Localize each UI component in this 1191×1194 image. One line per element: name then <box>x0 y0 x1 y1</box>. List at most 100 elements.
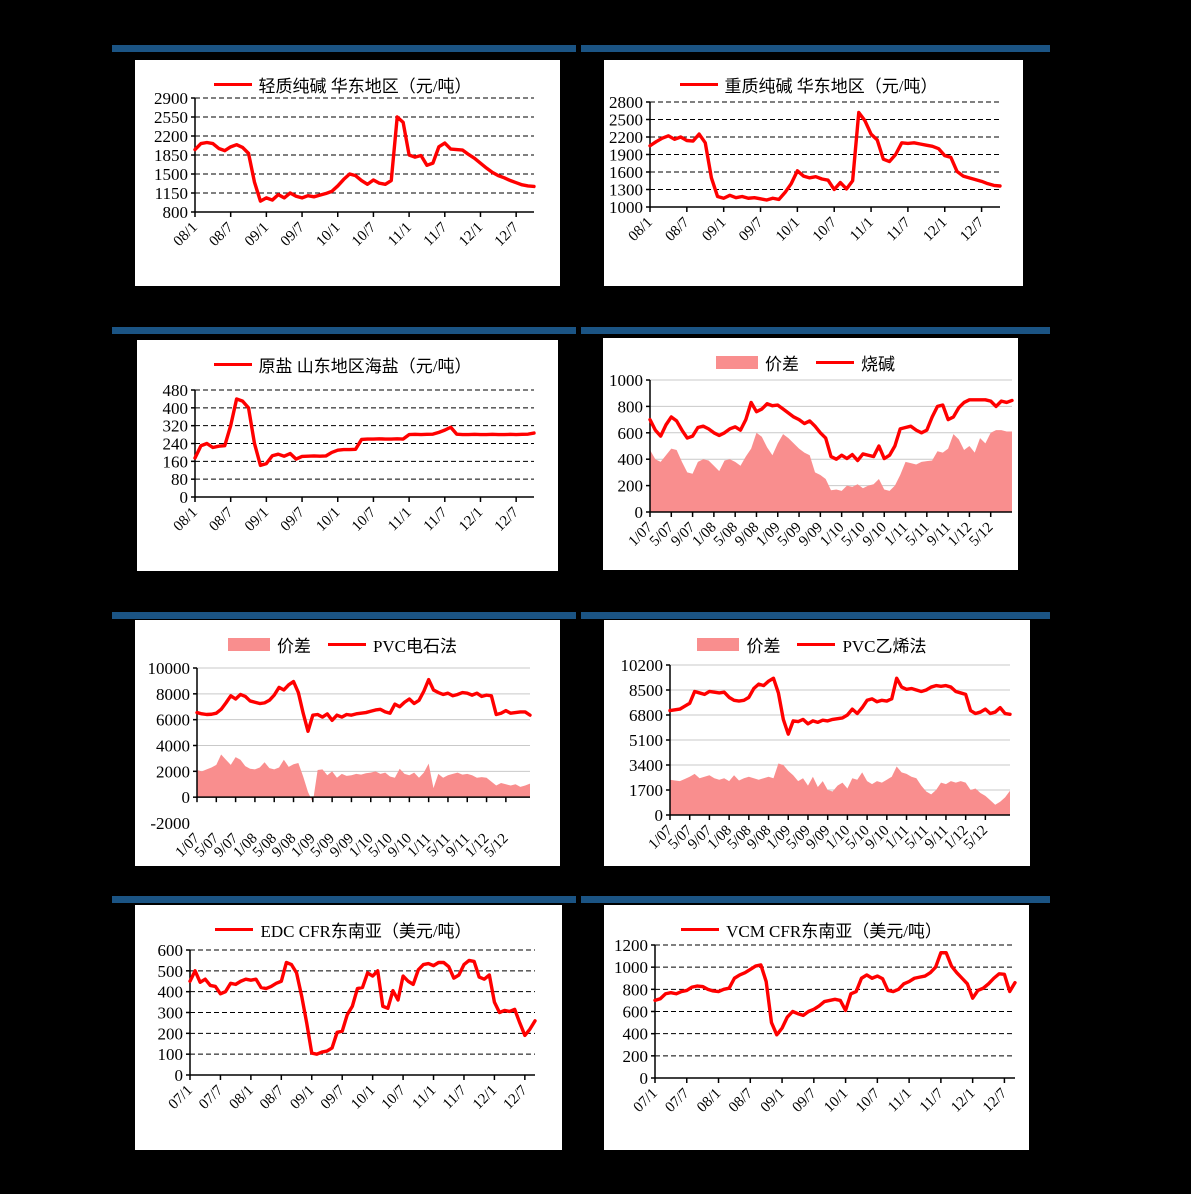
y-axis-tick-label: 0 <box>635 503 644 522</box>
chart-panel-1: 轻质纯碱 华东地区（元/吨） 800 1150 1500 1850 2200 2550 290… <box>135 60 560 286</box>
y-axis-tick-label: 600 <box>158 941 184 960</box>
chart-panel-2: 重质纯碱 华东地区（元/吨） 1000 1300 1600 1900 2200 2500 28… <box>604 60 1023 286</box>
x-axis-tick-label: 09/7 <box>318 1082 349 1113</box>
y-axis-tick-label: 800 <box>163 203 189 222</box>
x-axis-tick-label: 08/1 <box>227 1083 257 1113</box>
section-divider-bar <box>581 327 1050 334</box>
x-axis-tick-label: 09/7 <box>278 504 309 535</box>
x-axis-tick-label: 5/12 <box>961 823 991 853</box>
y-axis-tick-label: 1850 <box>154 146 188 165</box>
line-legend-swatch <box>327 643 366 646</box>
x-axis-tick-label: 11/7 <box>917 1085 947 1115</box>
x-axis-tick-label: 11/7 <box>421 219 451 249</box>
y-axis-tick-label: 1200 <box>614 936 648 955</box>
area-legend-swatch <box>716 356 758 369</box>
x-axis-tick-label: 10/7 <box>853 1085 884 1116</box>
x-axis-tick-label: 09/7 <box>278 219 309 250</box>
y-axis-tick-label: 4000 <box>156 737 190 756</box>
line-legend-swatch <box>816 361 854 364</box>
x-axis-tick-label: 08/7 <box>257 1082 288 1113</box>
x-axis-tick-label: 12/1 <box>456 505 486 535</box>
line-legend-swatch <box>213 363 252 366</box>
y-axis-tick-label: 1000 <box>609 198 643 217</box>
line-series <box>193 115 536 203</box>
chart-legend: 价差 PVC电石法 <box>135 632 560 657</box>
y-axis-tick-label: 8500 <box>629 681 663 700</box>
x-axis-tick-label: 11/1 <box>385 505 415 535</box>
legend-label: 轻质纯碱 华东地区（元/吨） <box>258 77 472 96</box>
line-legend-swatch <box>215 928 254 931</box>
x-axis-tick-label: 09/1 <box>242 505 272 535</box>
x-axis-tick-label: 09/1 <box>758 1086 788 1116</box>
y-axis-tick-label: 1150 <box>155 184 188 203</box>
section-divider-bar <box>581 45 1050 52</box>
x-axis-tick-label: 12/7 <box>957 214 988 245</box>
x-axis-tick-label: 08/7 <box>726 1085 757 1116</box>
x-axis-tick-label: 07/1 <box>631 1086 661 1116</box>
x-axis-tick-label: 10/1 <box>313 505 343 535</box>
y-axis-tick-label: 1600 <box>609 163 643 182</box>
legend-label: 价差 <box>276 637 311 656</box>
y-axis-tick-label: 100 <box>158 1045 184 1064</box>
chart-legend: 原盐 山东地区海盐（元/吨） <box>137 352 558 377</box>
x-axis-tick-label: 10/7 <box>349 504 380 535</box>
x-axis-tick-label: 10/1 <box>773 215 803 245</box>
chart-canvas: 020040060080010001/075/079/071/085/089/0… <box>609 371 1014 550</box>
line-series <box>648 110 1002 202</box>
x-axis-tick-label: 5/12 <box>482 831 512 861</box>
x-axis-tick-label: 09/7 <box>736 214 767 245</box>
chart-panel-3: 原盐 山东地区海盐（元/吨） 0 80 160 240 320 400 480 08/1 08/7… <box>137 340 558 571</box>
y-axis-tick-label: 1000 <box>614 958 648 977</box>
x-axis-tick-label: 11/1 <box>847 215 877 245</box>
chart-legend: EDC CFR东南亚（美元/吨） <box>135 917 562 942</box>
y-axis-tick-label: 6800 <box>629 706 663 725</box>
y-axis-tick-label: 0 <box>182 788 191 807</box>
y-axis-tick-label: 0 <box>655 806 664 825</box>
x-axis-tick-label: 5/12 <box>966 520 996 550</box>
area-series <box>650 430 1012 512</box>
line-series <box>668 676 1012 736</box>
x-axis-tick-label: 10/7 <box>810 214 841 245</box>
x-axis-tick-label: 08/7 <box>662 214 693 245</box>
y-axis-tick-label: 160 <box>163 452 189 471</box>
area-legend-swatch <box>227 638 270 651</box>
y-axis-tick-label: 10000 <box>148 659 191 678</box>
y-axis-tick-label: 0 <box>180 488 189 507</box>
y-axis-tick-label: 500 <box>158 962 184 981</box>
chart-legend: 价差 PVC乙烯法 <box>604 632 1030 657</box>
y-axis-tick-label: 400 <box>623 1025 649 1044</box>
y-axis-tick-label: 200 <box>623 1047 649 1066</box>
chart-panel-7: EDC CFR东南亚（美元/吨） 0 100 200 300 400 500 600 07/1 0… <box>135 905 562 1150</box>
y-axis-tick-label: 200 <box>618 477 644 496</box>
x-axis-tick-label: 11/1 <box>885 1086 915 1116</box>
y-axis-tick-label: 6000 <box>156 711 190 730</box>
x-axis-tick-label: 11/7 <box>421 504 451 534</box>
x-axis-tick-label: 07/7 <box>662 1085 693 1116</box>
y-axis-tick-label: 80 <box>171 470 188 489</box>
legend-label: 烧碱 <box>861 355 895 374</box>
y-axis-tick-label: 480 <box>163 381 189 400</box>
legend-label: VCM CFR东南亚（美元/吨） <box>726 922 942 941</box>
y-axis-tick-label: 600 <box>623 1003 649 1022</box>
y-axis-tick-label: 800 <box>623 980 649 999</box>
y-axis-tick-label: 2000 <box>156 762 190 781</box>
x-axis-tick-label: 09/1 <box>287 1083 317 1113</box>
chart-legend: 重质纯碱 华东地区（元/吨） <box>604 72 1023 97</box>
x-axis-tick-label: 08/7 <box>206 219 237 250</box>
y-axis-tick-label: 1900 <box>609 146 643 165</box>
y-axis-tick-label: 300 <box>158 1004 184 1023</box>
legend-label: 价差 <box>746 637 781 656</box>
y-axis-tick-label: 1300 <box>609 181 643 200</box>
chart-panel-8: VCM CFR东南亚（美元/吨） 0 200 400 600 800 1000 1200 07/… <box>604 905 1029 1150</box>
y-axis-tick-label: 1700 <box>629 781 663 800</box>
x-axis-tick-label: 11/7 <box>440 1082 470 1112</box>
legend-label: PVC乙烯法 <box>842 637 927 656</box>
line-series <box>195 677 532 733</box>
chart-legend: 价差 烧碱 <box>603 350 1018 375</box>
x-axis-tick-label: 09/7 <box>789 1085 820 1116</box>
line-series <box>653 951 1017 1037</box>
legend-label: PVC电石法 <box>372 637 458 656</box>
x-axis-tick-label: 10/1 <box>348 1083 378 1113</box>
